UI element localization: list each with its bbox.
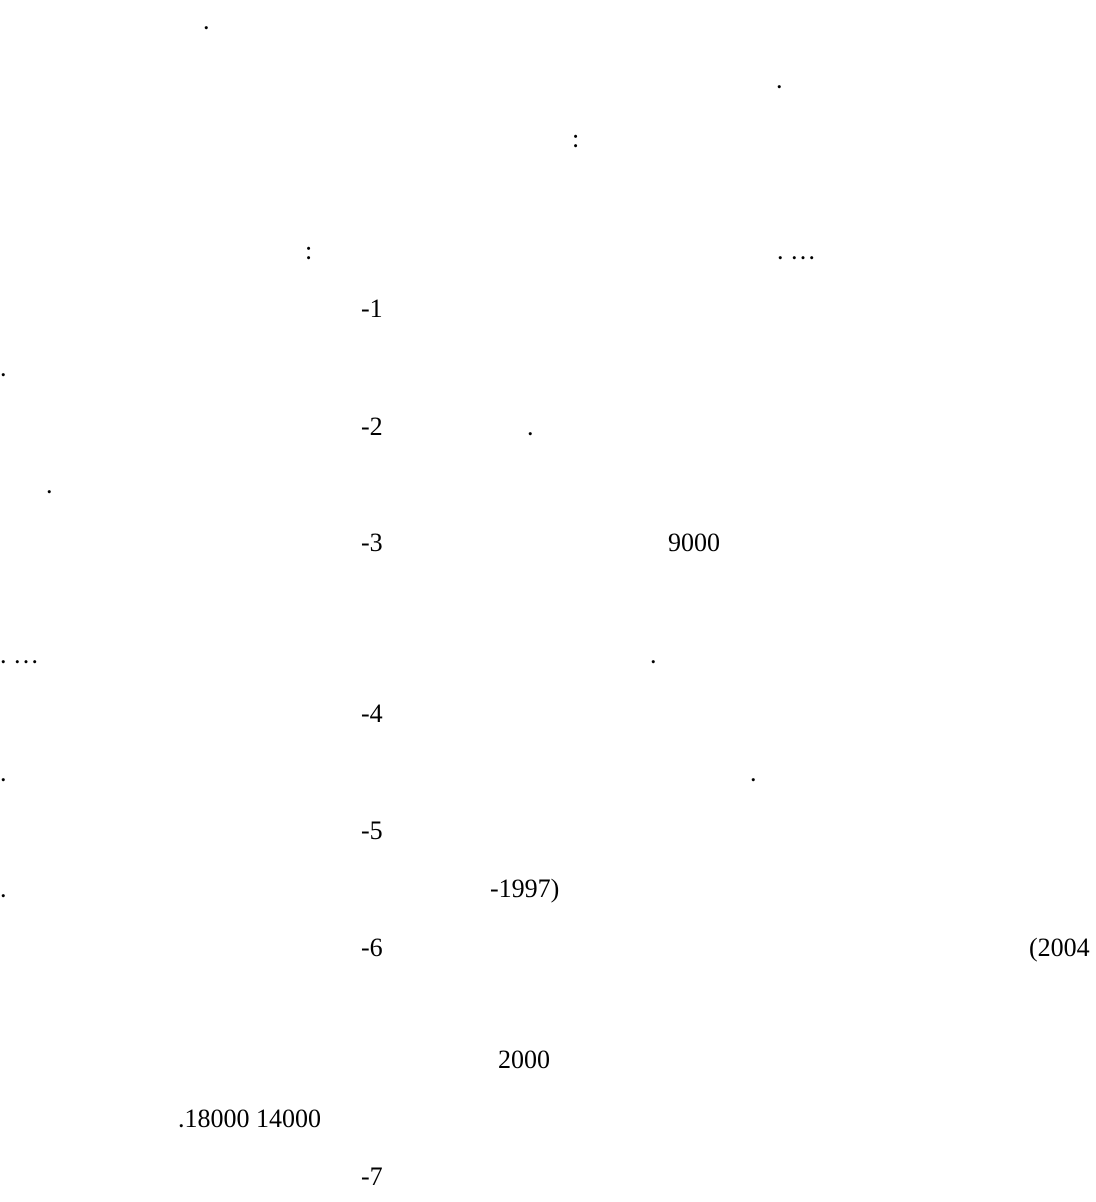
- text-fragment: . …: [777, 236, 816, 265]
- text-fragment: .: [0, 758, 7, 787]
- text-fragment: .: [776, 65, 783, 94]
- text-fragment: :: [572, 124, 580, 153]
- text-fragment: . …: [0, 640, 39, 669]
- text-fragment: 2000: [498, 1045, 550, 1074]
- text-fragment: -1: [361, 294, 383, 323]
- text-fragment: .: [203, 6, 210, 35]
- text-fragment: -2: [361, 412, 383, 441]
- text-fragment: (2004: [1029, 933, 1090, 962]
- text-fragment: .: [46, 470, 53, 499]
- text-fragment: -1997): [490, 874, 560, 903]
- text-fragment: -4: [361, 699, 383, 728]
- text-fragment: 9000: [668, 528, 720, 557]
- text-fragment: .: [0, 353, 7, 382]
- text-fragment: -7: [361, 1162, 383, 1191]
- text-fragment: -6: [361, 933, 383, 962]
- text-fragment: .18000 14000: [178, 1104, 321, 1133]
- text-fragment: -5: [361, 816, 383, 845]
- text-fragment: .: [0, 874, 7, 903]
- text-fragment: -3: [361, 528, 383, 557]
- text-fragment: :: [305, 236, 313, 265]
- text-fragment: .: [750, 758, 757, 787]
- text-fragment: .: [650, 640, 657, 669]
- text-fragment: .: [527, 412, 534, 441]
